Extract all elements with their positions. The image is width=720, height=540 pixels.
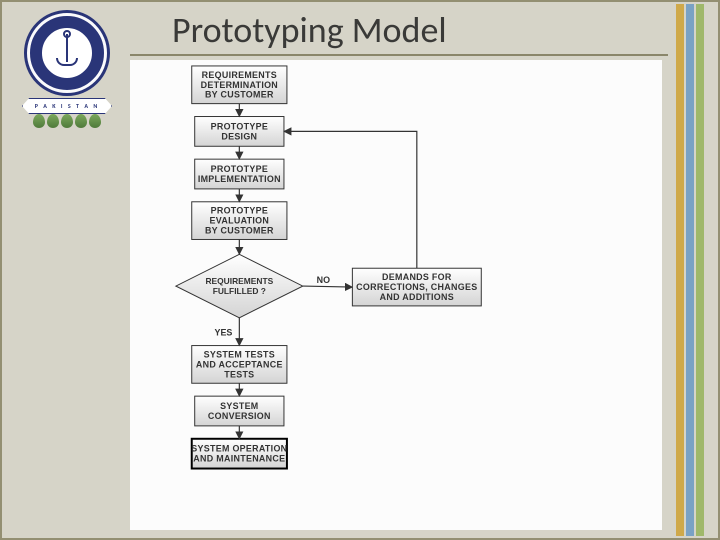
logo-banner: P A K I S T A N [22, 98, 112, 114]
node-label: AND MAINTENANCE [193, 454, 285, 464]
edge-demand-pdes [284, 131, 417, 268]
stripe-3 [696, 4, 704, 536]
node-label: AND ADDITIONS [380, 292, 454, 302]
node-label: CONVERSION [208, 411, 271, 421]
node-label: DEMANDS FOR [382, 272, 452, 282]
title-underline [130, 54, 668, 56]
node-label: EVALUATION [210, 216, 270, 226]
node-label: DESIGN [221, 131, 257, 141]
edge-label: YES [215, 328, 233, 338]
node-label: REQUIREMENTS [202, 70, 277, 80]
edge-dec-demand [303, 286, 353, 287]
flowchart: REQUIREMENTSDETERMINATIONBY CUSTOMERPROT… [130, 60, 662, 530]
node-label: FULFILLED ? [213, 286, 266, 296]
node-label: DETERMINATION [201, 80, 278, 90]
node-label: SYSTEM [220, 401, 258, 411]
accent-stripes [674, 4, 704, 536]
node-label: CORRECTIONS, CHANGES [356, 282, 477, 292]
logo-leaves [33, 114, 101, 128]
node-label: TESTS [224, 369, 254, 379]
node-label: SYSTEM OPERATION [191, 444, 287, 454]
slide-title: Prototyping Model [172, 8, 447, 52]
slide: P A K I S T A N Prototyping Model REQUIR… [0, 0, 720, 540]
node-label: AND ACCEPTANCE [196, 359, 283, 369]
university-logo: P A K I S T A N [20, 10, 114, 128]
stripe-2 [686, 4, 694, 536]
stripe-1 [676, 4, 684, 536]
flowchart-area: REQUIREMENTSDETERMINATIONBY CUSTOMERPROT… [130, 60, 662, 530]
node-label: REQUIREMENTS [205, 276, 273, 286]
node-label: BY CUSTOMER [205, 90, 274, 100]
node-label: PROTOTYPE [211, 206, 268, 216]
node-label: SYSTEM TESTS [204, 349, 275, 359]
node-label: PROTOTYPE [211, 164, 268, 174]
logo-emblem [24, 10, 110, 96]
node-label: BY CUSTOMER [205, 226, 274, 236]
edge-label: NO [317, 275, 330, 285]
node-label: PROTOTYPE [211, 121, 268, 131]
node-label: IMPLEMENTATION [198, 174, 281, 184]
